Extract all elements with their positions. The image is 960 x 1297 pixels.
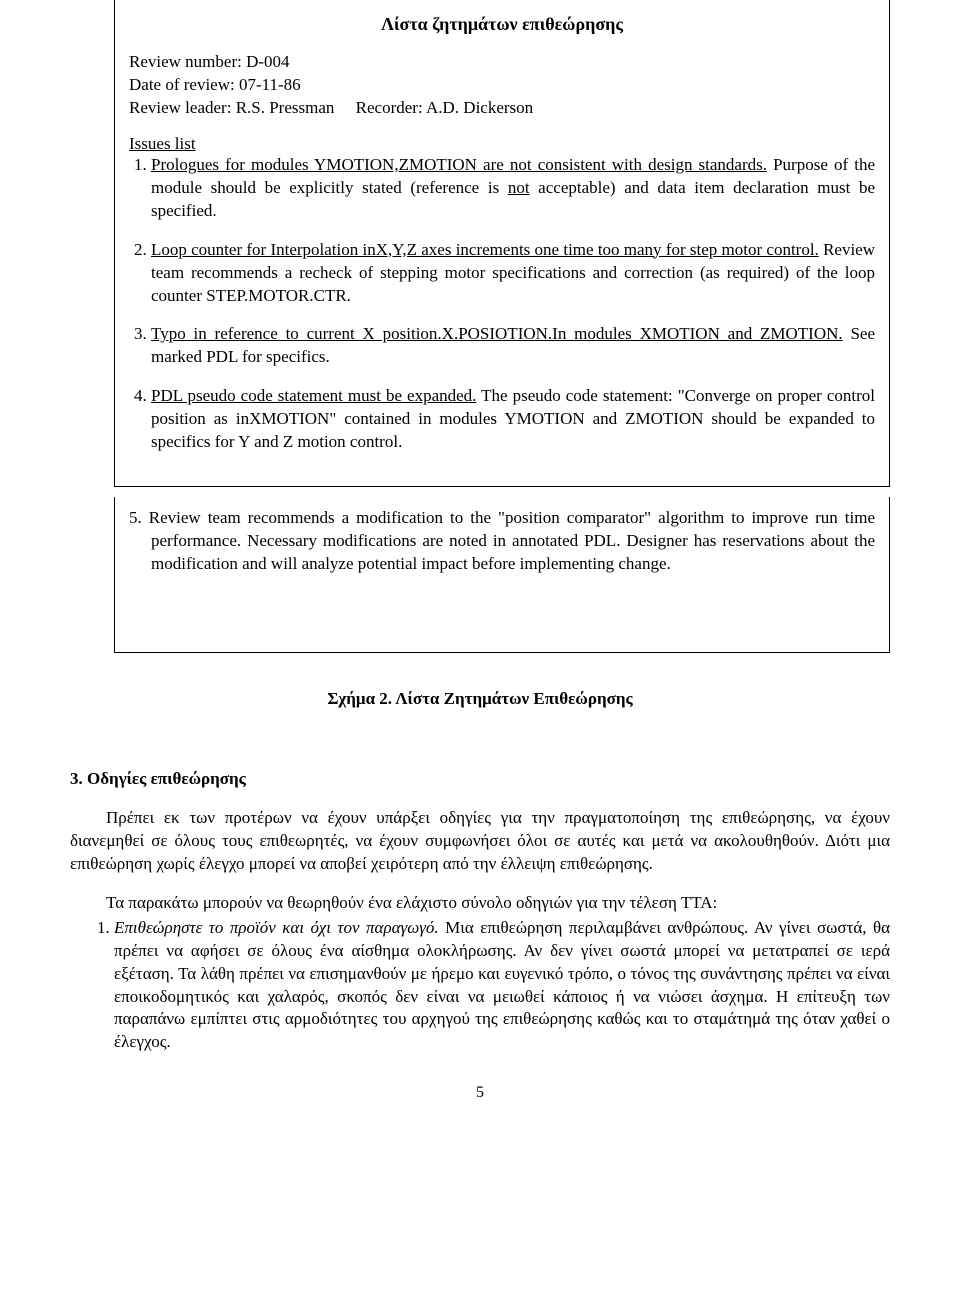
issue-3-underlined: Typo in reference to current X position.… xyxy=(151,324,843,343)
guideline-1-italic: Επιθεώρηστε το προϊόν και όχι τον παραγω… xyxy=(114,918,439,937)
issue-1-underlined: Prologues for modules YMOTION,ZMOTION ar… xyxy=(151,155,767,174)
issue-4: PDL pseudo code statement must be expand… xyxy=(151,385,875,454)
review-number-label: Review number: xyxy=(129,52,246,71)
issues-box-bottom: Review team recommends a modification to… xyxy=(114,497,890,653)
issue-1-not: not xyxy=(508,178,530,197)
leader-value: R.S. Pressman xyxy=(236,98,335,117)
section-3-paragraph-2: Τα παρακάτω μπορούν να θεωρηθούν ένα ελά… xyxy=(70,892,890,915)
issues-list: Prologues for modules YMOTION,ZMOTION ar… xyxy=(129,154,875,454)
issue-4-underlined: PDL pseudo code statement must be expand… xyxy=(151,386,476,405)
date-label: Date of review: xyxy=(129,75,239,94)
issues-box-top: Λίστα ζητημάτων επιθεώρησης Review numbe… xyxy=(114,0,890,487)
meta-date: Date of review: 07-11-86 xyxy=(129,74,875,97)
issue-2: Loop counter for Interpolation inX,Y,Z a… xyxy=(151,239,875,308)
issue-5-text: Review team recommends a modification to… xyxy=(149,508,875,573)
review-number-value: D-004 xyxy=(246,52,289,71)
issue-5: Review team recommends a modification to… xyxy=(151,507,875,576)
guideline-1: Επιθεώρηστε το προϊόν και όχι τον παραγω… xyxy=(114,917,890,1055)
issue-1: Prologues for modules YMOTION,ZMOTION ar… xyxy=(151,154,875,223)
recorder-label: Recorder: xyxy=(356,98,426,117)
issues-list-heading: Issues list xyxy=(129,134,875,154)
date-value: 07-11-86 xyxy=(239,75,301,94)
box-title: Λίστα ζητημάτων επιθεώρησης xyxy=(129,14,875,35)
issue-3: Typo in reference to current X position.… xyxy=(151,323,875,369)
figure-caption: Σχήμα 2. Λίστα Ζητημάτων Επιθεώρησης xyxy=(70,689,890,709)
issue-2-underlined: Loop counter for Interpolation inX,Y,Z a… xyxy=(151,240,819,259)
leader-label: Review leader: xyxy=(129,98,236,117)
meta-review-number: Review number: D-004 xyxy=(129,51,875,74)
recorder-value: A.D. Dickerson xyxy=(426,98,533,117)
section-3-paragraph-1: Πρέπει εκ των προτέρων να έχουν υπάρξει … xyxy=(70,807,890,876)
guideline-1-text: Μια επιθεώρηση περιλαμβάνει ανθρώπους. Α… xyxy=(114,918,890,1052)
issues-list-continued: Review team recommends a modification to… xyxy=(129,507,875,576)
guidelines-list: Επιθεώρηστε το προϊόν και όχι τον παραγω… xyxy=(92,917,890,1055)
meta-leader-recorder: Review leader: R.S. Pressman Recorder: A… xyxy=(129,97,875,120)
section-3-heading: 3. Οδηγίες επιθεώρησης xyxy=(70,769,890,789)
page-number: 5 xyxy=(70,1084,890,1102)
